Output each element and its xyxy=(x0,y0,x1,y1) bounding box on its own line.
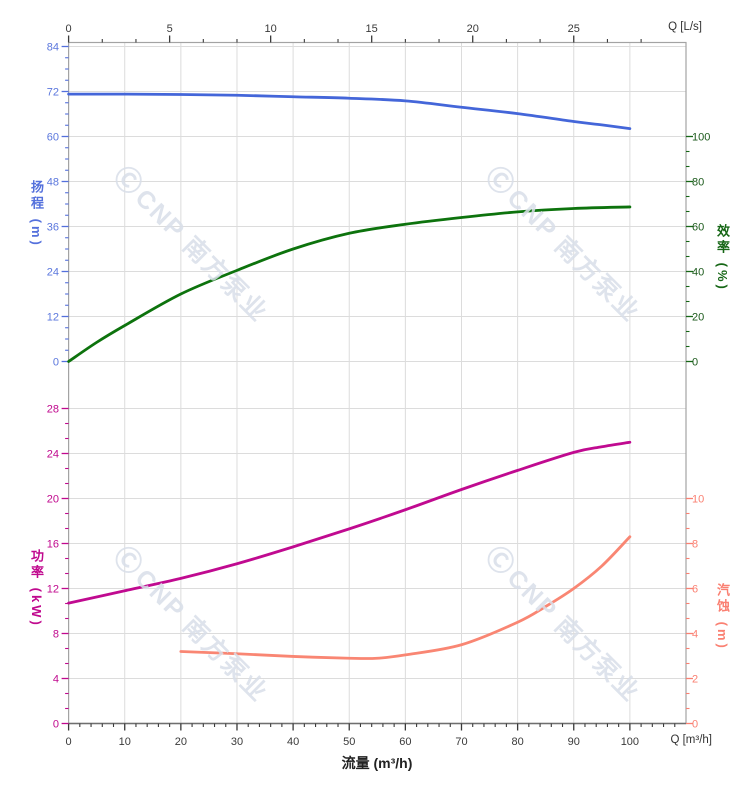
svg-text:0: 0 xyxy=(53,357,59,369)
svg-text:0: 0 xyxy=(53,719,59,731)
svg-text:4: 4 xyxy=(53,674,59,686)
svg-text:8: 8 xyxy=(692,539,698,551)
svg-text:0: 0 xyxy=(692,357,698,369)
svg-text:24: 24 xyxy=(47,267,59,279)
top-axis-ticks: 0 5 10 15 20 25 xyxy=(66,23,642,43)
svg-text:60: 60 xyxy=(47,132,59,144)
svg-text:100: 100 xyxy=(692,132,710,144)
npsh-axis-ticks: 0 2 4 6 8 10 xyxy=(686,494,704,731)
svg-text:10: 10 xyxy=(265,23,277,35)
svg-text:20: 20 xyxy=(47,494,59,506)
efficiency-axis-ticks: 0 20 40 60 80 100 xyxy=(686,132,710,369)
svg-text:0: 0 xyxy=(692,719,698,731)
curves xyxy=(67,92,632,660)
svg-text:84: 84 xyxy=(47,42,59,54)
svg-text:100: 100 xyxy=(621,736,639,748)
bottom-axis-unit-label: Q [m³/h] xyxy=(670,734,712,746)
svg-text:70: 70 xyxy=(455,736,467,748)
gridlines xyxy=(68,42,686,724)
power-curve xyxy=(67,440,632,605)
svg-text:8: 8 xyxy=(53,629,59,641)
power-axis-title: 功率 (kW) xyxy=(29,549,44,628)
power-axis-ticks: 0 4 8 12 16 20 24 28 xyxy=(47,404,69,731)
svg-text:10: 10 xyxy=(119,736,131,748)
svg-text:15: 15 xyxy=(366,23,378,35)
svg-text:25: 25 xyxy=(568,23,580,35)
top-axis-unit-label: Q [L/s] xyxy=(668,21,702,33)
svg-text:80: 80 xyxy=(511,736,523,748)
svg-text:6: 6 xyxy=(692,584,698,596)
svg-text:60: 60 xyxy=(399,736,411,748)
svg-text:60: 60 xyxy=(692,222,704,234)
svg-text:0: 0 xyxy=(66,736,72,748)
svg-text:4: 4 xyxy=(692,629,698,641)
svg-text:72: 72 xyxy=(47,87,59,99)
svg-text:20: 20 xyxy=(175,736,187,748)
npsh-axis-title: 汽蚀 (m) xyxy=(715,583,730,651)
plot-border xyxy=(67,41,687,725)
svg-text:48: 48 xyxy=(47,177,59,189)
bottom-axis-ticks: 0 10 20 30 40 50 60 70 80 90 100 xyxy=(66,723,676,748)
svg-text:16: 16 xyxy=(47,539,59,551)
svg-text:90: 90 xyxy=(568,736,580,748)
svg-text:28: 28 xyxy=(47,404,59,416)
svg-text:40: 40 xyxy=(692,267,704,279)
svg-text:24: 24 xyxy=(47,449,59,461)
svg-text:2: 2 xyxy=(692,674,698,686)
efficiency-axis-title: 效率 (%) xyxy=(715,224,730,292)
head-curve xyxy=(67,92,632,131)
svg-text:80: 80 xyxy=(692,177,704,189)
svg-text:30: 30 xyxy=(231,736,243,748)
efficiency-curve xyxy=(67,205,632,363)
svg-text:5: 5 xyxy=(167,23,173,35)
svg-text:36: 36 xyxy=(47,222,59,234)
flow-axis-title: 流量 (m³/h) xyxy=(341,755,413,771)
head-axis-title: 扬程 (m) xyxy=(29,180,44,248)
head-axis-ticks: 0 12 24 36 48 60 72 84 xyxy=(47,42,69,369)
svg-text:20: 20 xyxy=(692,312,704,324)
svg-text:10: 10 xyxy=(692,494,704,506)
svg-text:20: 20 xyxy=(467,23,479,35)
npsh-curve xyxy=(179,535,632,660)
svg-text:12: 12 xyxy=(47,312,59,324)
svg-text:0: 0 xyxy=(66,23,72,35)
svg-text:12: 12 xyxy=(47,584,59,596)
svg-text:50: 50 xyxy=(343,736,355,748)
svg-text:40: 40 xyxy=(287,736,299,748)
